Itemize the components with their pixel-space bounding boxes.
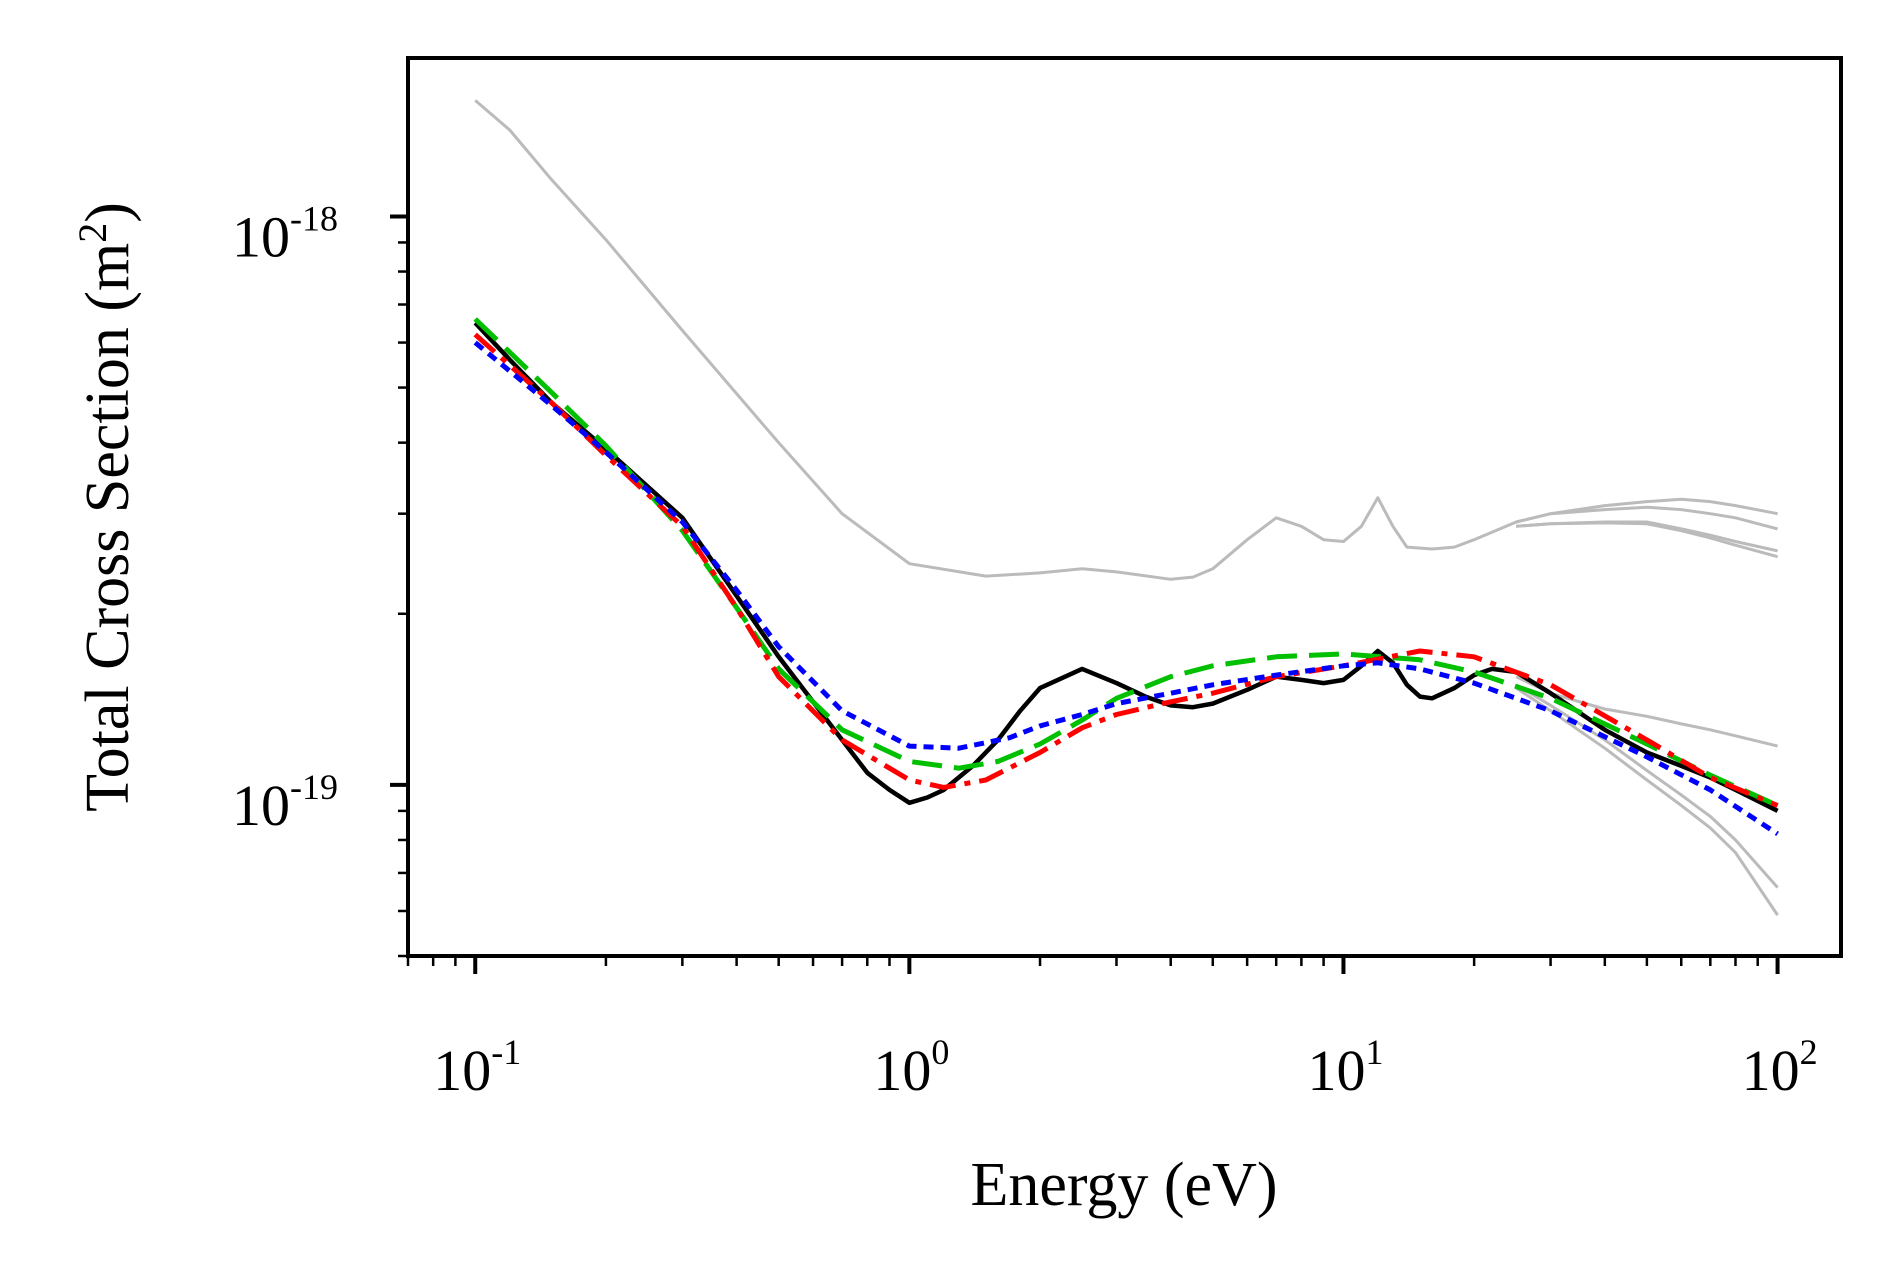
y-axis-label: Total Cross Section (m2) <box>70 202 142 812</box>
series-line-green-dashed-9 <box>473 317 1779 808</box>
y-tick-label-1: 10-19 <box>232 767 338 838</box>
series-line-gray-solid-5 <box>1515 675 1778 748</box>
x-tick-label-4: 102 <box>1742 1032 1818 1103</box>
y-axis-label-superscript: 2 <box>70 223 115 243</box>
plot-frame <box>406 56 1843 958</box>
y-tick-label-2: 10-18 <box>232 198 338 269</box>
series-line-blue-dotted-11 <box>473 340 1779 836</box>
series-line-gray-solid-6 <box>1515 683 1779 889</box>
tick-layer: 10-1 100 101 102 10-19 10-18 <box>232 198 1818 1103</box>
series-line-gray-solid-4 <box>1516 521 1778 559</box>
x-axis-label: Energy (eV) <box>970 1151 1277 1219</box>
series-layer <box>473 99 1779 916</box>
series-line-gray-solid-2 <box>1515 505 1778 531</box>
x-tick-label-1: 10-1 <box>433 1032 521 1103</box>
x-tick-label-2: 100 <box>873 1032 949 1103</box>
series-line-red-dashdot-10 <box>473 332 1779 808</box>
x-tick-label-3: 101 <box>1307 1032 1383 1103</box>
